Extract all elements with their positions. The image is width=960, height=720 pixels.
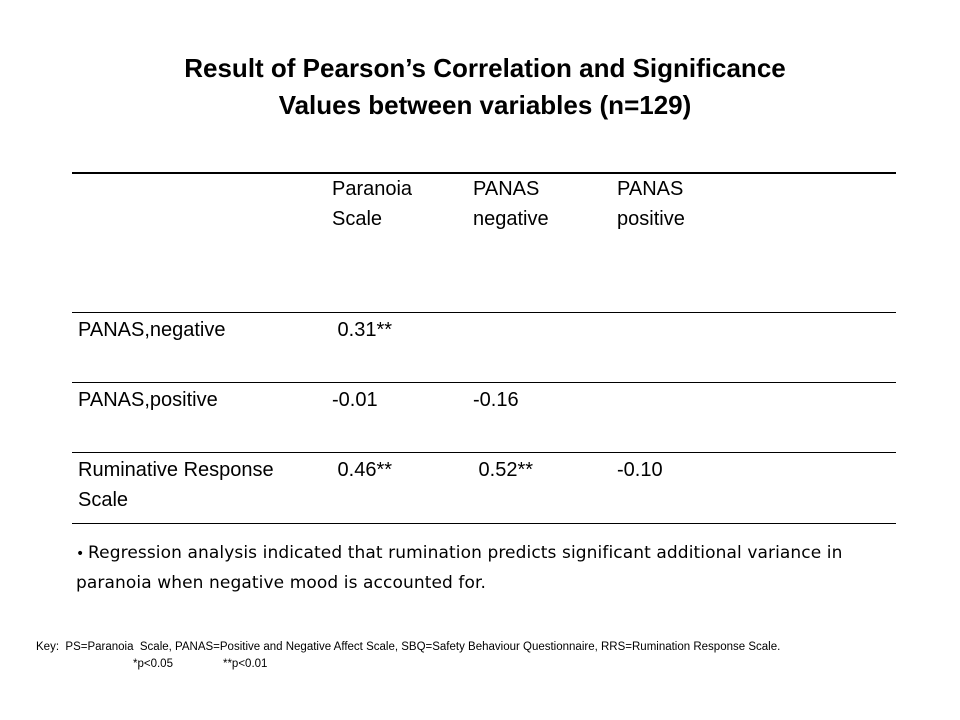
row-label: PANAS,positive <box>78 389 218 411</box>
significance-key: *p<0.05 **p<0.01 <box>133 657 267 672</box>
bullet-point: • Regression analysis indicated that rumi… <box>76 539 856 598</box>
title-line-1: Result of Pearson’s Correlation and Sign… <box>184 53 786 83</box>
slide-title: Result of Pearson’s Correlation and Sign… <box>0 50 960 124</box>
row-divider <box>72 452 896 453</box>
header-cell-panas-positive: PANAS positive <box>617 178 685 230</box>
significance-p05: *p<0.05 <box>133 658 173 670</box>
row-label: PANAS,negative <box>78 319 226 341</box>
table-cell: 0.52** <box>473 459 534 481</box>
table-cell: 0.46** <box>332 459 393 481</box>
header-cell-panas-negative: PANAS negative <box>473 178 549 230</box>
row-divider <box>72 382 896 383</box>
title-line-2: Values between variables (n=129) <box>278 90 692 120</box>
table-cell: -0.16 <box>473 389 519 411</box>
row-divider <box>72 523 896 524</box>
row-label: Ruminative Response Scale <box>78 459 274 511</box>
table-header-row: Paranoia Scale PANAS negative PANAS posi… <box>72 174 896 313</box>
table-top-rule <box>72 172 896 174</box>
table-cell: 0.31** <box>332 319 393 341</box>
table-row: PANAS,negative 0.31** <box>72 313 896 383</box>
bullet-icon: • <box>76 546 85 562</box>
table-row: PANAS,positive -0.01 -0.16 <box>72 383 896 453</box>
table-row: Ruminative Response Scale 0.46** 0.52** … <box>72 453 896 524</box>
significance-p01: **p<0.01 <box>222 658 268 670</box>
key-legend: Key: PS=Paranoia Scale, PANAS=Positive a… <box>36 641 781 653</box>
header-cell-paranoia-scale: Paranoia Scale <box>332 178 413 230</box>
table-cell: -0.01 <box>332 389 378 411</box>
table-cell: -0.10 <box>617 459 663 481</box>
bullet-text: Regression analysis indicated that rumin… <box>76 543 843 593</box>
row-divider <box>72 312 896 313</box>
